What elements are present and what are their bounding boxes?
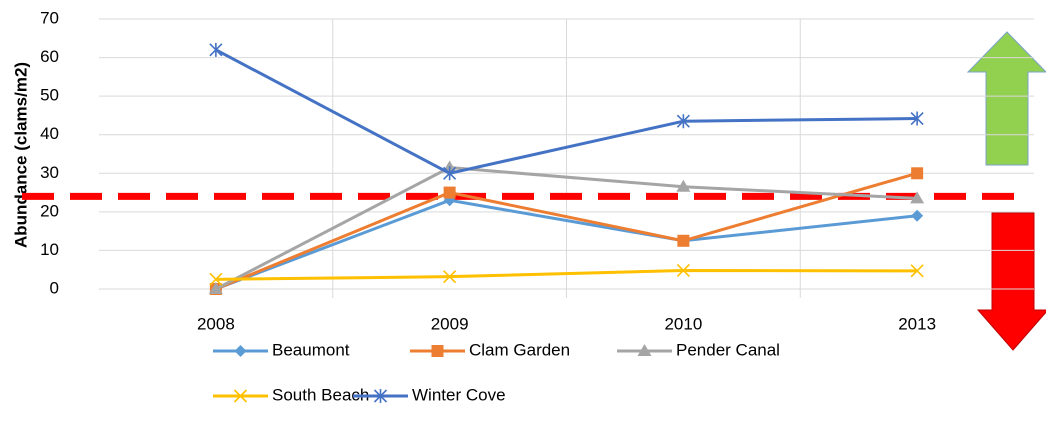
- marker: [911, 167, 924, 180]
- y-tick-label: 10: [40, 240, 59, 259]
- marker: [677, 234, 690, 247]
- marker: [443, 270, 457, 284]
- legend-label: Clam Garden: [469, 340, 570, 359]
- y-tick-label: 40: [40, 124, 59, 143]
- marker: [233, 389, 248, 403]
- marker: [676, 263, 690, 278]
- marker: [911, 209, 924, 222]
- series-line: [215, 268, 918, 281]
- marker: [208, 282, 223, 294]
- marker: [910, 264, 924, 278]
- series-line: [215, 165, 918, 291]
- y-tick-label: 70: [40, 8, 59, 27]
- x-tick-label: 2010: [664, 314, 702, 333]
- series-line: [215, 198, 918, 291]
- marker: [676, 114, 690, 129]
- y-tick-label: 0: [50, 278, 59, 297]
- marker: [373, 389, 388, 403]
- marker: [443, 186, 456, 199]
- y-tick-label: 30: [40, 163, 59, 182]
- y-tick-label: 20: [40, 201, 59, 220]
- y-axis-label: Abundance (clams/m2): [11, 62, 30, 248]
- legend-label: Beaumont: [272, 340, 350, 359]
- marker: [910, 191, 925, 204]
- x-tick-label: 2013: [898, 314, 936, 333]
- marker: [431, 345, 444, 357]
- marker: [910, 111, 924, 126]
- series: [209, 42, 924, 181]
- x-tick-label: 2008: [197, 314, 235, 333]
- marker: [637, 344, 652, 356]
- marker: [676, 179, 691, 192]
- legend-label: Pender Canal: [676, 340, 780, 359]
- series: [209, 263, 924, 286]
- legend-label: Winter Cove: [412, 385, 506, 404]
- y-tick-label: 60: [40, 47, 59, 66]
- x-tick-label: 2009: [431, 314, 469, 333]
- legend-label: South Beach: [272, 385, 369, 404]
- marker: [443, 166, 457, 181]
- y-tick-label: 50: [40, 86, 59, 105]
- down-arrow: [976, 212, 1046, 351]
- marker: [234, 345, 247, 357]
- marker: [209, 42, 223, 57]
- series-line: [215, 171, 918, 291]
- marker: [209, 272, 223, 286]
- series-line: [215, 48, 918, 175]
- up-arrow: [966, 31, 1046, 166]
